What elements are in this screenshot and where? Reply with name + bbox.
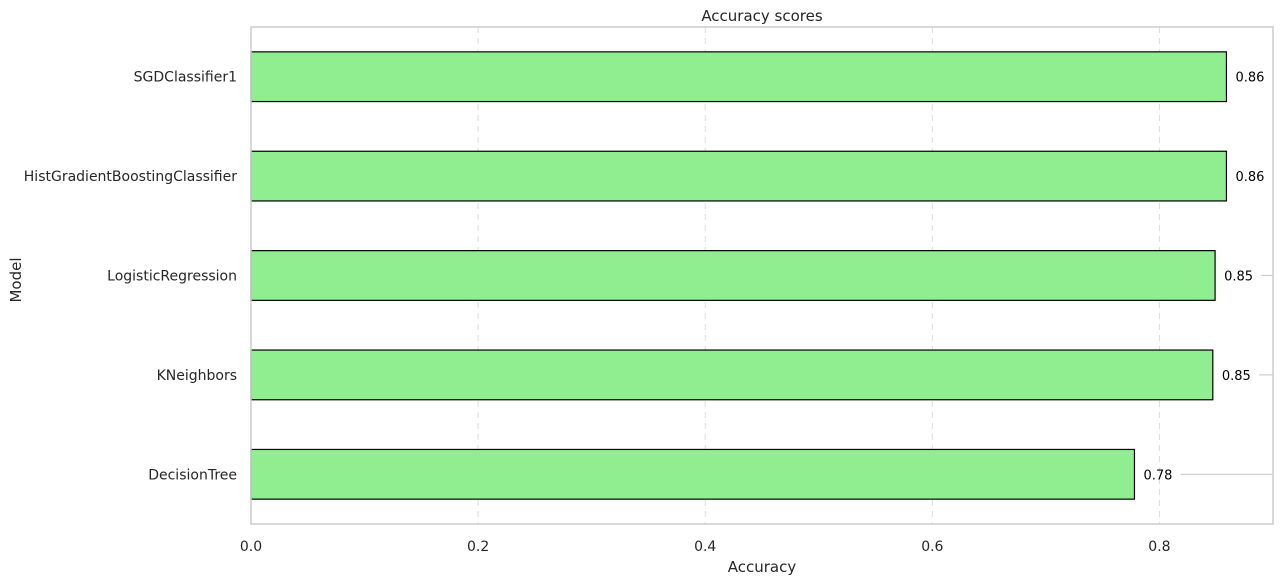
x-tick-label: 0.4 xyxy=(694,539,716,555)
plot-frame xyxy=(250,26,1274,525)
bar xyxy=(250,349,1214,401)
y-tick-label: SGDClassifier1 xyxy=(134,70,237,86)
y-axis-label: Model xyxy=(7,257,25,302)
data-label: 0.86 xyxy=(1235,71,1264,86)
grid-lines xyxy=(477,27,1160,524)
y-tick-label: DecisionTree xyxy=(148,467,237,483)
bar xyxy=(250,448,1136,500)
chart-title: Accuracy scores xyxy=(701,7,823,25)
data-label: 0.86 xyxy=(1235,170,1264,185)
data-label: 0.85 xyxy=(1224,270,1253,285)
y-tick-labels: SGDClassifier1 HistGradientBoostingClassi… xyxy=(24,70,237,484)
bars xyxy=(250,51,1228,500)
x-tick-label: 0.2 xyxy=(467,539,489,555)
data-label: 0.85 xyxy=(1222,369,1251,384)
x-tick-label: 0.8 xyxy=(1148,539,1170,555)
x-axis-label: Accuracy xyxy=(728,558,797,576)
bar xyxy=(250,150,1228,202)
data-labels: 0.86 0.86 0.85 0.85 0.78 xyxy=(1143,71,1273,483)
y-tick-label: KNeighbors xyxy=(157,368,237,384)
bar xyxy=(250,250,1216,301)
x-tick-labels: 0.0 0.2 0.4 0.6 0.8 xyxy=(240,539,1171,555)
y-tick-label: LogisticRegression xyxy=(107,269,237,285)
bar xyxy=(250,51,1228,103)
x-tick-label: 0.0 xyxy=(240,539,262,555)
data-label: 0.78 xyxy=(1143,468,1172,483)
y-tick-label: HistGradientBoostingClassifier xyxy=(24,169,237,185)
x-tick-label: 0.6 xyxy=(921,539,943,555)
